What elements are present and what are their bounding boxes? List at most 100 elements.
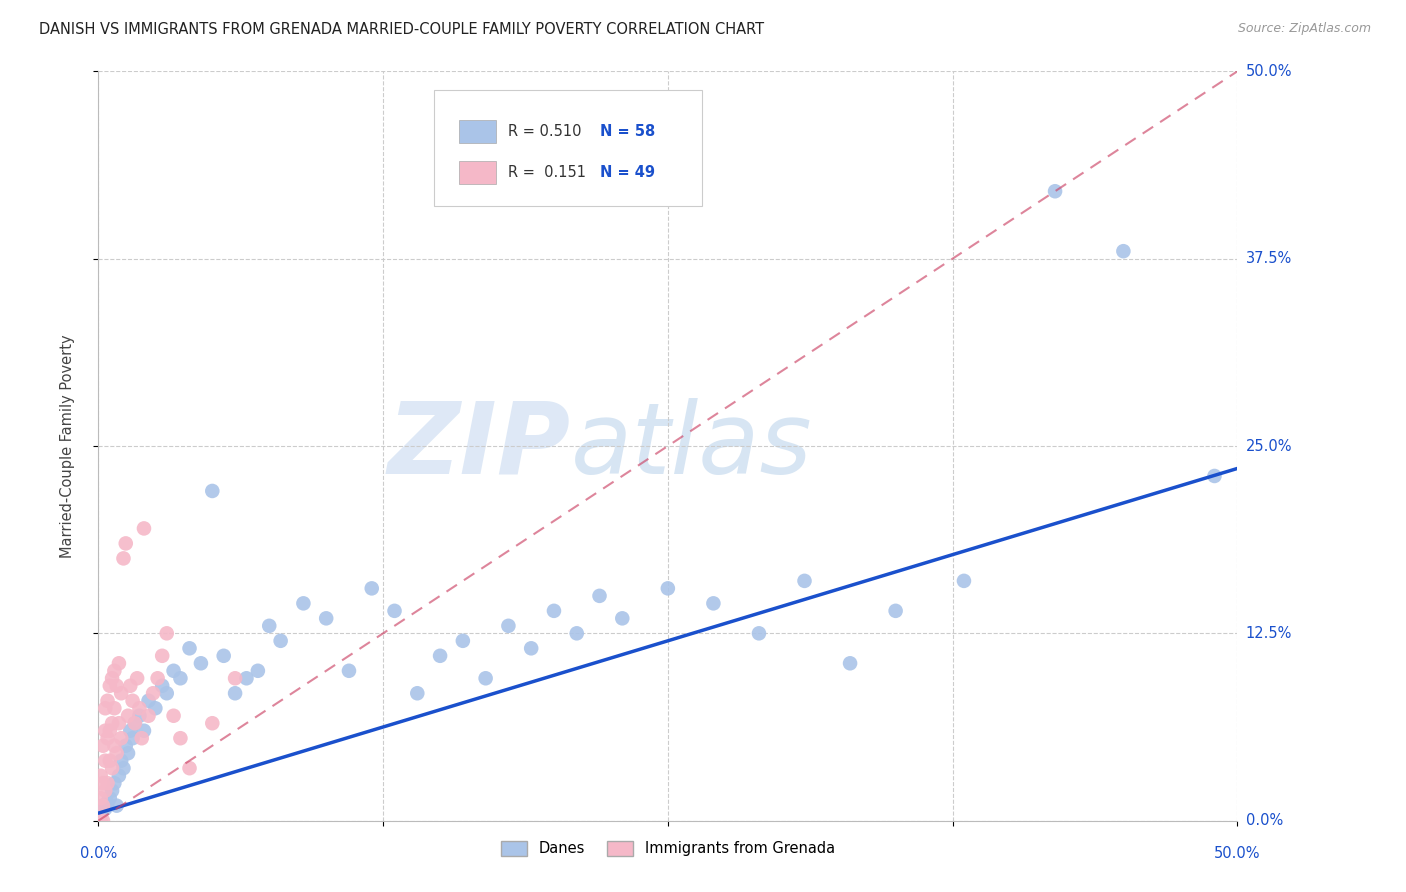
Point	[132, 723, 155, 738]
Point	[90, 814, 112, 828]
Point	[1204, 469, 1226, 483]
Point	[110, 754, 132, 768]
Point	[91, 739, 114, 753]
Point	[235, 671, 257, 685]
Text: 25.0%: 25.0%	[1246, 439, 1292, 453]
Point	[108, 657, 131, 671]
Legend: Danes, Immigrants from Grenada: Danes, Immigrants from Grenada	[495, 835, 841, 862]
Point	[96, 731, 118, 746]
Point	[98, 754, 121, 768]
Point	[224, 686, 246, 700]
Point	[169, 731, 191, 746]
Point	[1043, 184, 1066, 198]
Text: 0.0%: 0.0%	[80, 846, 117, 861]
Point	[162, 708, 184, 723]
Point	[748, 626, 770, 640]
Point	[103, 701, 125, 715]
Point	[94, 723, 117, 738]
Point	[179, 761, 201, 775]
Point	[114, 536, 136, 550]
Point	[112, 551, 135, 566]
Point	[201, 483, 224, 498]
Point	[101, 671, 124, 685]
Point	[657, 582, 679, 596]
Point	[103, 776, 125, 790]
Point	[91, 798, 114, 813]
Point	[91, 814, 114, 828]
Point	[124, 716, 146, 731]
Point	[131, 731, 153, 746]
Point	[498, 619, 520, 633]
Point	[190, 657, 212, 671]
Point	[138, 694, 160, 708]
Point	[94, 701, 117, 715]
Point	[793, 574, 815, 588]
Y-axis label: Married-Couple Family Poverty: Married-Couple Family Poverty	[60, 334, 75, 558]
Point	[121, 731, 143, 746]
Point	[114, 739, 136, 753]
Point	[117, 708, 139, 723]
Point	[120, 679, 142, 693]
Point	[108, 769, 131, 783]
Point	[124, 716, 146, 731]
Point	[520, 641, 543, 656]
Point	[120, 723, 142, 738]
Text: N = 58: N = 58	[599, 124, 655, 139]
Point	[105, 746, 128, 760]
Point	[108, 716, 131, 731]
Point	[91, 776, 114, 790]
Point	[101, 761, 124, 775]
Point	[150, 679, 173, 693]
Text: DANISH VS IMMIGRANTS FROM GRENADA MARRIED-COUPLE FAMILY POVERTY CORRELATION CHAR: DANISH VS IMMIGRANTS FROM GRENADA MARRIE…	[39, 22, 765, 37]
Point	[94, 802, 117, 816]
Point	[156, 626, 179, 640]
Point	[146, 671, 169, 685]
Point	[128, 701, 150, 715]
Point	[96, 776, 118, 790]
Text: N = 49: N = 49	[599, 165, 655, 180]
Text: R = 0.510: R = 0.510	[509, 124, 582, 139]
Point	[224, 671, 246, 685]
Point	[612, 611, 634, 625]
Point	[884, 604, 907, 618]
Point	[145, 701, 167, 715]
Bar	[460, 161, 496, 184]
Text: R =  0.151: R = 0.151	[509, 165, 586, 180]
Point	[103, 739, 125, 753]
Text: 50.0%: 50.0%	[1246, 64, 1292, 78]
Text: 12.5%: 12.5%	[1246, 626, 1292, 640]
Point	[96, 796, 118, 810]
Point	[98, 723, 121, 738]
Point	[565, 626, 588, 640]
Point	[150, 648, 173, 663]
Point	[128, 708, 150, 723]
Text: 37.5%: 37.5%	[1246, 252, 1292, 266]
Point	[105, 798, 128, 813]
Point	[156, 686, 179, 700]
Point	[451, 633, 474, 648]
Point	[142, 686, 165, 700]
Point	[406, 686, 429, 700]
Text: 50.0%: 50.0%	[1213, 846, 1261, 861]
Point	[110, 686, 132, 700]
Point	[270, 633, 292, 648]
Text: ZIP: ZIP	[388, 398, 571, 494]
FancyBboxPatch shape	[434, 90, 702, 206]
Point	[96, 694, 118, 708]
Point	[127, 671, 149, 685]
Point	[246, 664, 269, 678]
Point	[132, 521, 155, 535]
Point	[101, 783, 124, 797]
Point	[90, 791, 112, 805]
Point	[588, 589, 610, 603]
Point	[839, 657, 862, 671]
Point	[201, 716, 224, 731]
Point	[169, 671, 191, 685]
Point	[98, 791, 121, 805]
Point	[105, 679, 128, 693]
Point	[1112, 244, 1135, 259]
Point	[702, 596, 724, 610]
Point	[112, 761, 135, 775]
Text: Source: ZipAtlas.com: Source: ZipAtlas.com	[1237, 22, 1371, 36]
Point	[91, 798, 114, 813]
